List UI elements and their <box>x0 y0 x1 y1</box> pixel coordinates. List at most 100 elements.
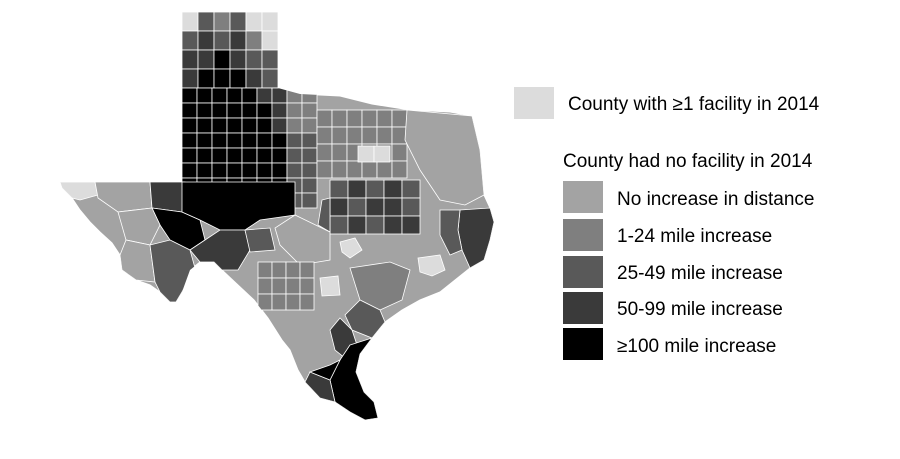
county <box>261 68 279 89</box>
county <box>301 117 318 134</box>
county <box>241 147 258 164</box>
legend-swatch-1 <box>563 219 603 251</box>
county <box>401 179 421 199</box>
county <box>316 109 333 128</box>
county <box>197 30 215 51</box>
county <box>285 277 301 295</box>
county <box>299 261 315 279</box>
county <box>213 49 231 70</box>
county <box>365 197 385 217</box>
county <box>189 229 251 271</box>
county <box>211 117 228 134</box>
county <box>271 102 288 119</box>
county <box>226 102 243 119</box>
county <box>226 147 243 164</box>
county <box>271 87 288 104</box>
county <box>286 132 303 149</box>
county <box>181 12 199 32</box>
county <box>301 87 318 104</box>
county-facility <box>339 237 363 259</box>
county <box>285 261 301 279</box>
county <box>197 12 215 32</box>
county <box>376 126 393 145</box>
county <box>245 49 263 70</box>
county <box>261 30 279 51</box>
county-facility <box>357 145 375 163</box>
county <box>196 102 213 119</box>
county <box>211 87 228 104</box>
county <box>271 162 288 179</box>
county-grid <box>60 12 494 420</box>
county <box>376 160 393 179</box>
county <box>301 147 318 164</box>
legend-label-0: No increase in distance <box>617 189 815 210</box>
county <box>316 126 333 145</box>
county <box>331 143 348 162</box>
county <box>361 126 378 145</box>
county <box>213 68 231 89</box>
county <box>226 132 243 149</box>
county <box>229 30 247 51</box>
county <box>271 261 287 279</box>
county <box>197 68 215 89</box>
county-facility <box>373 145 391 163</box>
county <box>149 181 186 213</box>
legend-swatch-3 <box>563 292 603 324</box>
county <box>329 215 349 235</box>
county <box>301 192 318 209</box>
county <box>331 126 348 145</box>
county <box>196 132 213 149</box>
county <box>149 239 196 303</box>
county <box>181 147 198 164</box>
county <box>301 162 318 179</box>
county <box>181 68 199 89</box>
county <box>241 87 258 104</box>
county <box>316 143 333 162</box>
county <box>119 239 156 283</box>
county <box>181 162 198 179</box>
county <box>391 143 408 162</box>
county <box>244 227 276 253</box>
county <box>331 160 348 179</box>
county <box>329 197 349 217</box>
county <box>271 293 287 311</box>
county-facility <box>417 254 446 277</box>
county <box>347 179 367 199</box>
county <box>256 162 273 179</box>
county <box>376 109 393 128</box>
county <box>241 132 258 149</box>
county <box>286 162 303 179</box>
county <box>286 87 303 104</box>
county <box>261 12 279 32</box>
county <box>257 277 273 295</box>
county <box>331 109 348 128</box>
county <box>197 49 215 70</box>
county <box>439 209 463 256</box>
county <box>257 261 273 279</box>
county <box>241 102 258 119</box>
legend-label-4: ≥100 mile increase <box>617 336 776 357</box>
county <box>391 109 408 128</box>
county <box>365 215 385 235</box>
county <box>346 126 363 145</box>
county <box>383 215 403 235</box>
county <box>261 49 279 70</box>
county <box>245 12 263 32</box>
county <box>211 147 228 164</box>
county <box>211 102 228 119</box>
county <box>241 117 258 134</box>
legend-heading: County had no facility in 2014 <box>563 151 813 172</box>
county <box>286 117 303 134</box>
county <box>196 147 213 164</box>
county <box>271 132 288 149</box>
county <box>211 162 228 179</box>
county <box>181 49 199 70</box>
legend-label-facility: County with ≥1 facility in 2014 <box>568 94 820 115</box>
county <box>196 117 213 134</box>
county <box>391 126 408 145</box>
county <box>347 197 367 217</box>
legend-swatch-4 <box>563 328 603 360</box>
county <box>196 87 213 104</box>
county <box>256 102 273 119</box>
